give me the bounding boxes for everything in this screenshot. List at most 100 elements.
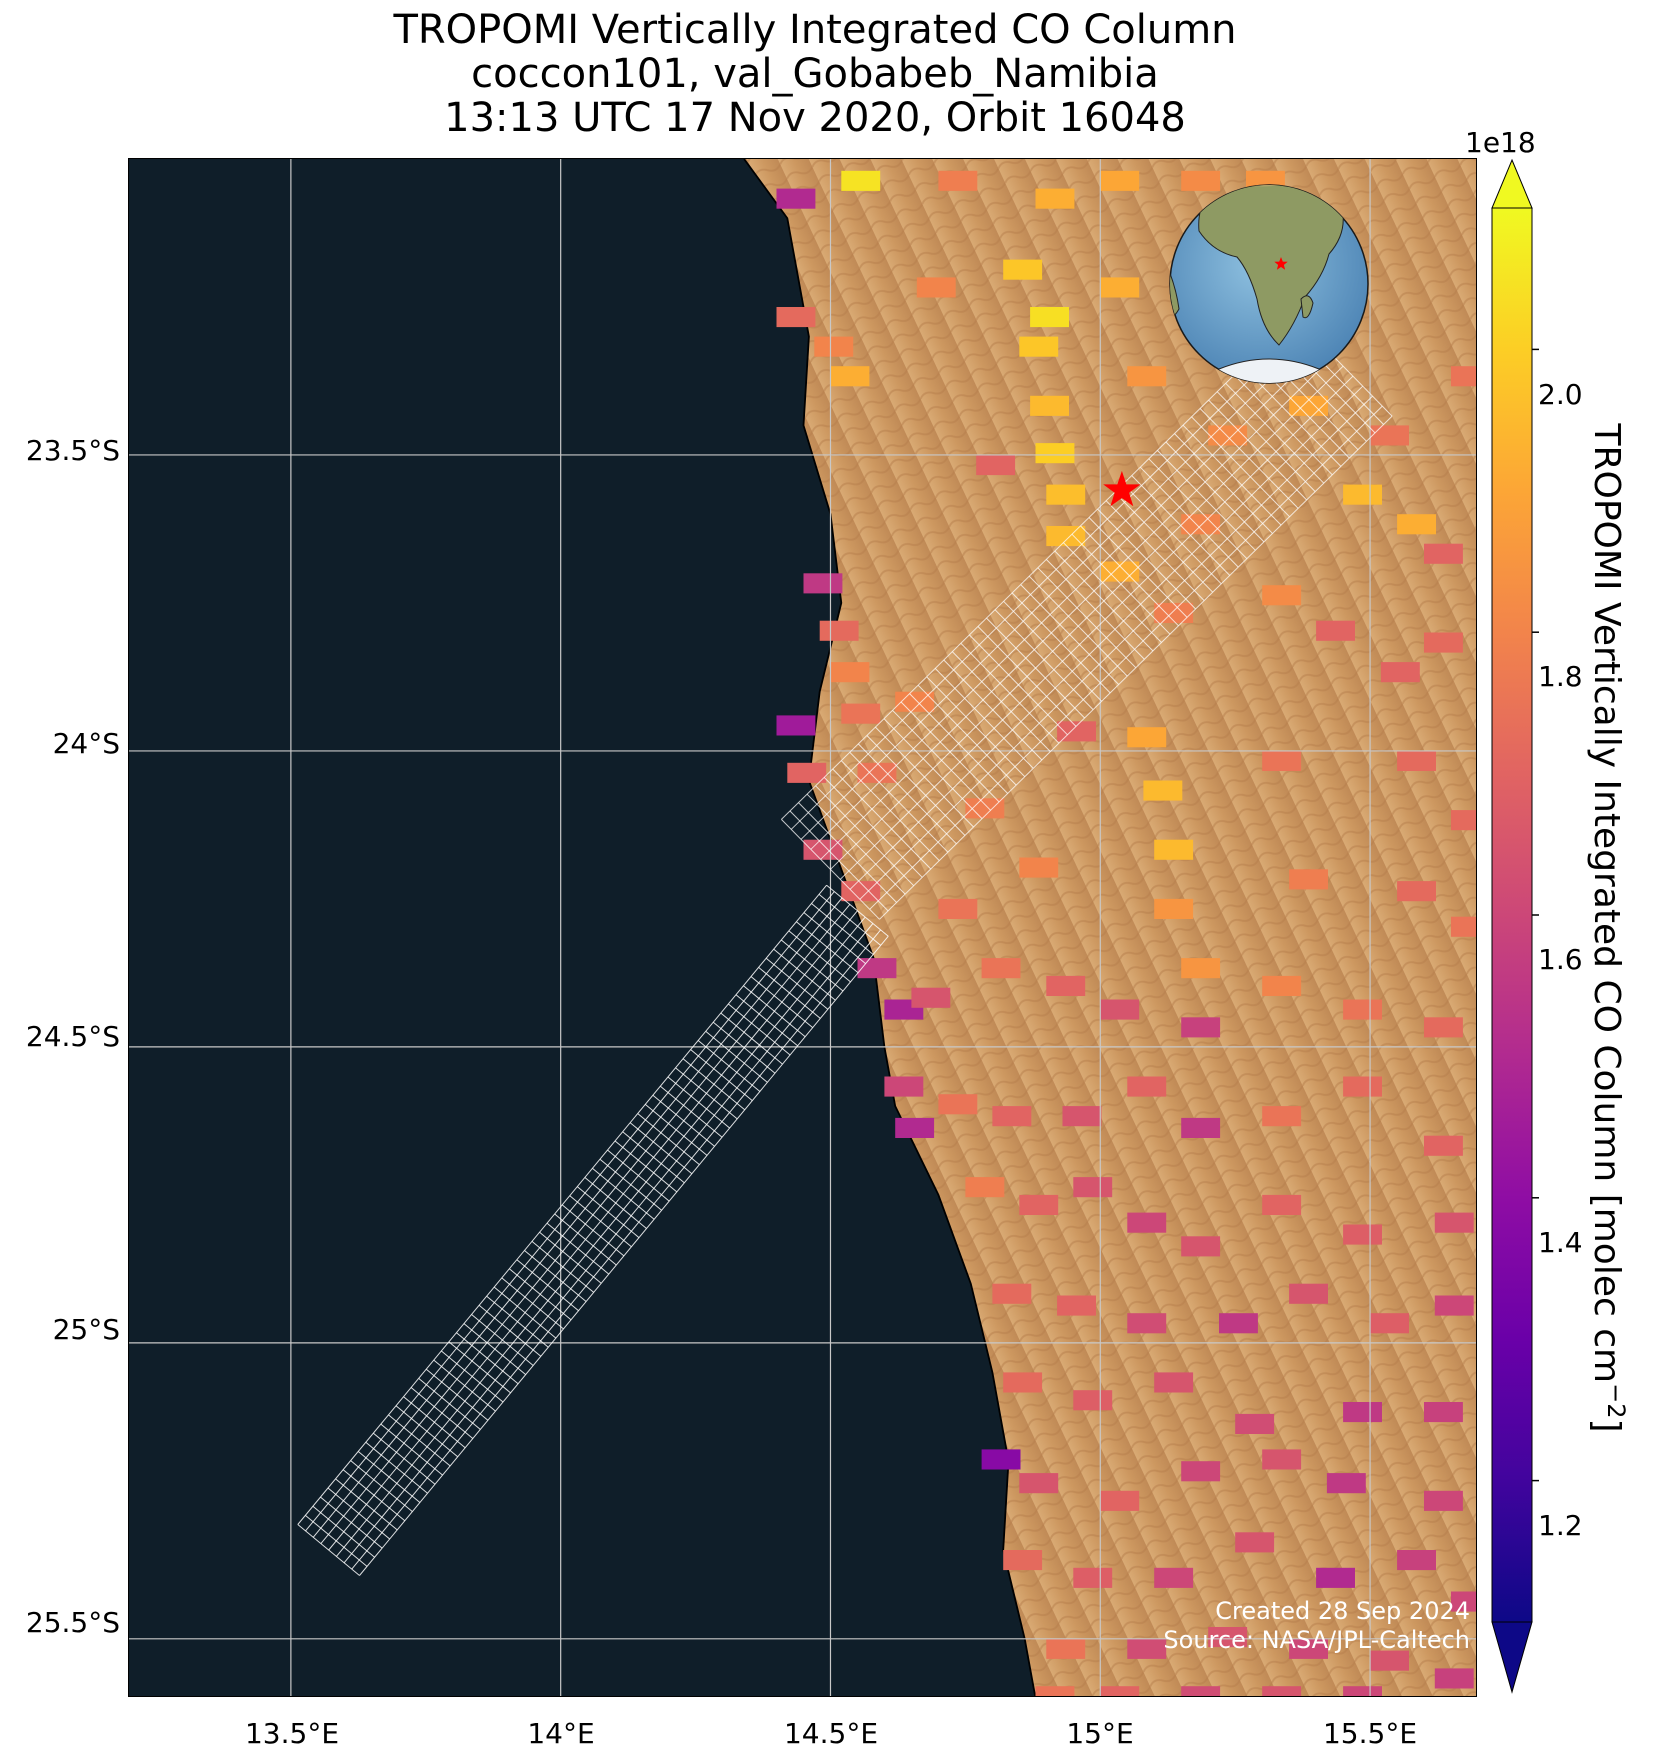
co-pixel — [1030, 395, 1069, 416]
site-marker[interactable] — [1103, 470, 1141, 507]
lon-tick-label-3: 14.5°E — [783, 1717, 879, 1750]
co-pixel — [965, 798, 1005, 819]
co-pixel — [1019, 1194, 1059, 1215]
co-pixel — [814, 336, 854, 357]
map-panel[interactable] — [128, 158, 1477, 1697]
credit-source: Source: NASA/JPL-Caltech — [1163, 1626, 1470, 1654]
co-pixel — [1073, 1567, 1113, 1588]
co-pixel — [1127, 1076, 1167, 1097]
co-pixel — [1181, 1236, 1221, 1257]
co-pixel — [1316, 620, 1355, 641]
co-pixel — [1127, 366, 1167, 387]
co-pixel — [1127, 727, 1167, 748]
lat-tick-label-4: 25°S — [52, 1313, 120, 1346]
co-pixel — [1289, 869, 1328, 890]
co-pixel — [1019, 857, 1059, 878]
co-pixel — [1451, 916, 1476, 937]
co-pixel — [976, 455, 1016, 476]
co-pixel — [1289, 1638, 1328, 1659]
co-pixel — [776, 188, 816, 209]
co-pixel — [1262, 1194, 1302, 1215]
co-pixel — [1219, 1313, 1258, 1334]
co-pixel — [1397, 750, 1436, 771]
title-line-2: coccon101, val_Gobabeb_Namibia — [471, 51, 1159, 97]
colorbar-tick-label-2.0: 2.0 — [1538, 378, 1583, 411]
co-pixel — [1235, 1413, 1275, 1434]
co-pixel — [895, 691, 935, 712]
co-pixel — [803, 573, 843, 594]
lat-tick-label-2: 24°S — [52, 727, 120, 760]
co-pixel — [1434, 1212, 1474, 1233]
co-pixel — [1181, 958, 1221, 979]
co-pixel — [841, 170, 881, 191]
co-pixel — [1262, 1686, 1302, 1696]
inset-globe — [1169, 184, 1369, 384]
lon-tick-label-5: 15.5°E — [1322, 1717, 1418, 1750]
credit-created: Created 28 Sep 2024 — [1215, 1597, 1470, 1625]
co-pixel — [1424, 1017, 1463, 1038]
co-pixel — [1030, 307, 1069, 328]
colorbar-tick-label-1.2: 1.2 — [1538, 1509, 1583, 1542]
co-pixel — [1424, 1135, 1463, 1156]
co-pixel — [1154, 602, 1194, 623]
co-pixel — [1343, 1076, 1382, 1097]
co-pixel — [1127, 1212, 1167, 1233]
co-pixel — [1143, 780, 1183, 801]
lon-tick-label-4: 15°E — [1066, 1717, 1134, 1750]
lon-tick-label-2: 14°E — [527, 1717, 595, 1750]
co-pixel — [1035, 443, 1075, 464]
co-pixel — [1451, 366, 1476, 387]
co-pixel — [916, 277, 956, 298]
co-pixel — [1370, 425, 1409, 446]
co-pixel — [1424, 1490, 1463, 1511]
co-pixel — [1073, 1390, 1113, 1411]
co-pixel — [1424, 632, 1463, 653]
co-pixel — [911, 987, 951, 1008]
co-pixel — [1057, 1295, 1096, 1316]
co-pixel — [857, 958, 897, 979]
co-pixel — [1181, 1117, 1221, 1138]
colorbar-ticks — [1532, 348, 1539, 1482]
co-pixel — [1262, 750, 1302, 771]
coccon-footprints — [297, 315, 1393, 1576]
colorbar-exponent: 1e18 — [1465, 126, 1536, 159]
co-pixel — [1343, 1686, 1382, 1696]
co-pixel — [938, 1094, 978, 1115]
co-pixel — [1343, 1224, 1382, 1245]
co-pixel — [1370, 1650, 1409, 1671]
co-pixel — [1326, 1473, 1366, 1494]
co-pixel — [992, 1106, 1032, 1127]
co-pixel — [1235, 1532, 1275, 1553]
co-pixel — [1046, 975, 1086, 996]
co-pixel — [1208, 1627, 1248, 1648]
co-pixel — [1343, 1402, 1382, 1423]
co-pixel — [884, 1076, 924, 1097]
co-pixel — [1057, 721, 1096, 742]
co-pixel — [1046, 1638, 1086, 1659]
co-pixel — [965, 1177, 1005, 1198]
co-pixel — [1035, 188, 1075, 209]
co-pixel — [1397, 514, 1436, 535]
co-pixel — [1127, 1638, 1167, 1659]
co-pixel — [1100, 1490, 1140, 1511]
co-pixel — [841, 881, 881, 902]
colorbar-tick-label-1.8: 1.8 — [1538, 660, 1583, 693]
co-pixel — [1003, 259, 1043, 280]
colorbar-tick-label-1.6: 1.6 — [1538, 943, 1583, 976]
co-pixel — [1316, 1567, 1355, 1588]
co-pixel — [1062, 1106, 1102, 1127]
co-pixel — [1424, 543, 1463, 564]
co-pixel — [1424, 1402, 1463, 1423]
co-pixel — [1154, 839, 1194, 860]
co-pixel — [1262, 585, 1302, 606]
co-pixel — [1451, 810, 1476, 831]
co-pixel — [1208, 425, 1248, 446]
co-pixel — [857, 762, 897, 783]
co-pixel — [895, 1117, 935, 1138]
co-pixel — [1019, 1473, 1059, 1494]
co-pixel — [1019, 336, 1059, 357]
co-pixel — [1451, 1591, 1476, 1612]
co-pixel — [1100, 999, 1140, 1020]
co-pixel — [830, 662, 870, 683]
